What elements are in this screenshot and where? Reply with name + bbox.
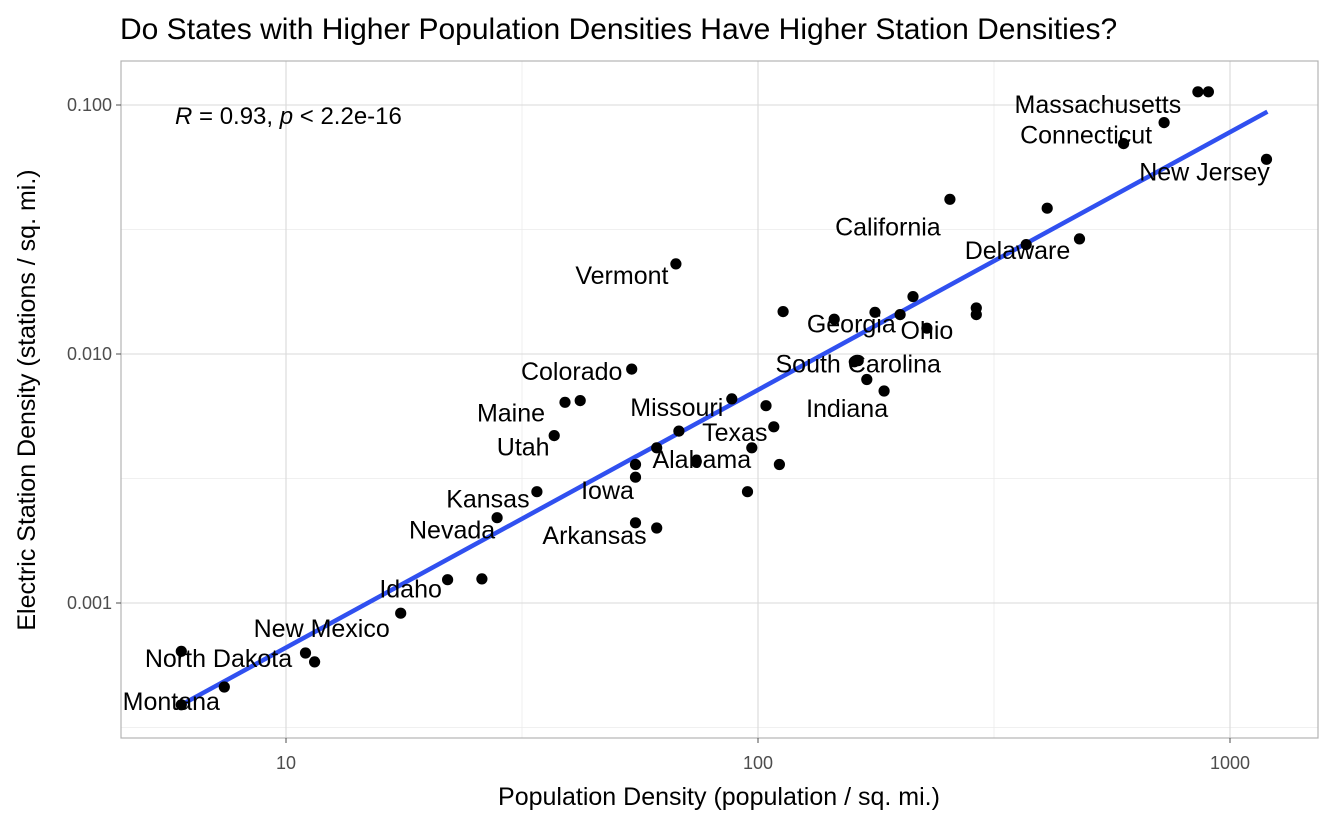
y-tick-label: 0.100 — [67, 95, 112, 115]
data-point — [175, 699, 187, 711]
state-label: Missouri — [630, 394, 723, 422]
state-label: New Mexico — [254, 615, 390, 643]
data-point — [651, 442, 663, 454]
data-point — [1118, 138, 1130, 150]
state-label: North Dakota — [145, 645, 292, 673]
data-point — [869, 306, 881, 318]
data-point — [907, 291, 919, 303]
data-point — [828, 313, 840, 325]
data-point — [629, 471, 642, 483]
state-label: New Jersey — [1139, 158, 1270, 186]
data-point — [476, 573, 488, 585]
data-point — [773, 458, 786, 471]
data-point — [1020, 239, 1032, 251]
data-point — [559, 396, 571, 408]
data-point — [673, 425, 685, 437]
y-axis-ticks: 0.001 0.010 0.100 — [67, 95, 121, 613]
p-value: < 2.2e-16 — [293, 103, 402, 130]
data-point — [768, 421, 780, 433]
plot-panel: Massachusetts Connecticut New Jersey Califo… — [120, 60, 1319, 739]
data-point — [548, 430, 560, 442]
state-label: Delaware — [965, 237, 1071, 265]
panel-background — [121, 61, 1318, 738]
data-point — [299, 647, 312, 659]
state-label: Maine — [477, 399, 545, 427]
data-point — [760, 400, 772, 412]
state-label: Montana — [123, 688, 220, 716]
p-symbol: p — [279, 103, 293, 130]
state-label: Alabama — [652, 446, 751, 474]
data-point — [491, 512, 503, 524]
r-value: = 0.93, — [192, 103, 279, 130]
data-points — [175, 86, 1273, 711]
state-label: Iowa — [581, 477, 634, 505]
state-label: Colorado — [521, 358, 622, 386]
state-label: Texas — [702, 419, 767, 447]
x-tick-label: 1000 — [1210, 753, 1250, 773]
data-point — [921, 322, 933, 334]
state-label: Nevada — [409, 517, 495, 545]
x-tick-label: 100 — [743, 753, 773, 773]
state-label: Kansas — [446, 486, 529, 514]
data-point — [629, 517, 642, 529]
panel-border — [120, 60, 1319, 739]
r-symbol: R — [175, 103, 192, 130]
data-point — [878, 385, 890, 397]
state-label: South Carolina — [776, 351, 941, 379]
y-axis-title: Electric Station Density (stations / sq.… — [13, 169, 41, 630]
state-label: Arkansas — [542, 522, 646, 550]
data-point — [726, 393, 738, 405]
data-point — [1073, 233, 1086, 245]
data-point — [1260, 153, 1273, 165]
state-label: Vermont — [575, 262, 668, 290]
data-point — [1192, 86, 1204, 98]
data-point — [1202, 86, 1214, 98]
y-tick-label: 0.010 — [67, 344, 112, 364]
data-point — [670, 258, 682, 270]
data-point — [1041, 202, 1053, 214]
state-labels: Massachusetts Connecticut New Jersey Califo… — [123, 91, 1271, 716]
state-label: Utah — [497, 434, 550, 462]
state-label: Indiana — [806, 395, 888, 423]
x-axis-ticks: 10 100 1000 — [276, 738, 1250, 773]
data-point — [626, 363, 638, 375]
data-point — [777, 306, 789, 318]
data-point — [970, 309, 982, 321]
chart-title: Do States with Higher Population Densiti… — [120, 13, 1117, 46]
x-tick-label: 10 — [276, 753, 296, 773]
data-point — [629, 458, 642, 471]
data-point — [309, 656, 321, 668]
data-point — [690, 455, 702, 468]
data-point — [175, 645, 187, 657]
data-point — [746, 442, 758, 454]
data-point — [944, 193, 956, 205]
data-point — [894, 309, 906, 321]
data-point — [442, 574, 454, 586]
data-point — [395, 607, 407, 619]
data-point — [861, 373, 873, 386]
state-label: Ohio — [900, 317, 953, 345]
data-point — [1158, 117, 1170, 129]
minor-gridlines — [121, 61, 1318, 738]
major-gridlines — [121, 61, 1318, 738]
state-label: Georgia — [807, 311, 896, 339]
data-point — [574, 395, 586, 407]
x-axis-title: Population Density (population / sq. mi.… — [498, 783, 940, 811]
state-label: California — [835, 213, 941, 241]
y-tick-label: 0.001 — [67, 593, 112, 613]
data-point — [531, 486, 543, 498]
state-label: Connecticut — [1020, 122, 1152, 150]
data-point — [741, 486, 754, 498]
correlation-annotation: R = 0.93, p < 2.2e-16 — [175, 103, 402, 130]
data-point — [651, 522, 663, 534]
state-label: Idaho — [379, 576, 442, 604]
data-point — [218, 681, 230, 693]
state-label: Massachusetts — [1015, 91, 1182, 119]
data-point — [852, 355, 864, 367]
regression-line — [180, 109, 1269, 707]
